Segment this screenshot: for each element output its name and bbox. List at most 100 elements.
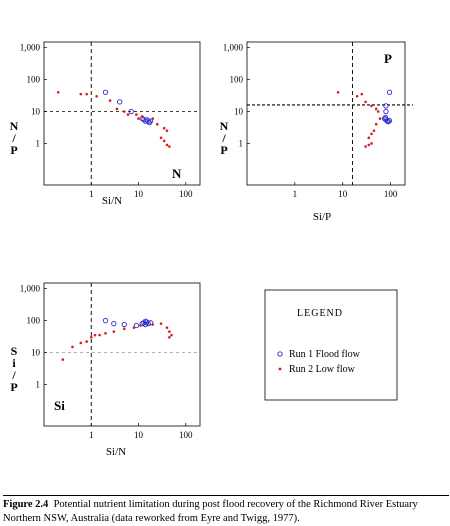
run2-point xyxy=(93,333,97,337)
legend: LEGEND Run 1 Flood flow Run 2 Low flow xyxy=(264,289,398,401)
run2-point xyxy=(364,100,367,104)
x-tick-label: 100 xyxy=(179,189,193,199)
run2-point xyxy=(370,104,373,108)
run2-point xyxy=(165,326,169,329)
legend-box xyxy=(264,289,398,401)
run1-point xyxy=(147,320,154,326)
caption-text: Potential nutrient limitation during pos… xyxy=(3,499,418,524)
run2-point xyxy=(132,326,136,329)
run1-point xyxy=(141,117,147,123)
y-axis-label: Si/P xyxy=(10,344,17,394)
run2-point xyxy=(372,129,376,133)
y-axis-label-char: S xyxy=(11,344,18,358)
y-tick-label: 1,000 xyxy=(20,43,41,53)
y-tick-label: 10 xyxy=(234,107,244,117)
run2-point xyxy=(159,322,163,325)
y-tick-label: 1 xyxy=(239,138,244,148)
legend-run2-label: Run 2 Low flow xyxy=(289,364,356,375)
run2-point xyxy=(151,117,155,120)
y-tick-label: 100 xyxy=(27,316,41,326)
x-axis-label: Si/N xyxy=(102,195,122,207)
x-axis-label: Si/N xyxy=(106,446,126,458)
caption-divider xyxy=(3,495,449,496)
run2-point xyxy=(104,331,107,335)
run2-point xyxy=(168,145,171,148)
run2-point xyxy=(370,132,373,136)
x-tick-label: 10 xyxy=(338,189,348,199)
run2-point xyxy=(168,335,171,339)
run2-point xyxy=(165,143,169,147)
run2-point xyxy=(89,335,93,339)
y-axis-label: N/P xyxy=(220,119,229,157)
y-axis-label-char: N xyxy=(220,119,229,133)
run2-point xyxy=(336,90,340,94)
run2-point xyxy=(115,107,119,111)
run2-point xyxy=(170,333,173,337)
run1-point xyxy=(117,99,123,105)
legend-run1-label: Run 1 Flood flow xyxy=(289,349,361,360)
y-tick-label: 100 xyxy=(230,75,244,85)
legend-run2-marker xyxy=(278,367,282,371)
run1-point xyxy=(102,89,109,95)
run1-point xyxy=(385,119,392,125)
panel-corner-label: N xyxy=(172,166,182,181)
run2-point xyxy=(162,139,166,143)
run2-point xyxy=(355,94,359,98)
panel-corner-label: P xyxy=(384,51,392,66)
y-axis-label-char: N xyxy=(10,119,19,133)
run2-point xyxy=(122,110,126,113)
run2-point xyxy=(95,94,98,98)
plot-frame xyxy=(246,41,406,186)
run2-point xyxy=(364,145,367,148)
run1-point xyxy=(382,114,389,121)
run1-point xyxy=(121,321,127,328)
run2-point xyxy=(122,327,126,331)
run1-point xyxy=(142,321,149,328)
y-tick-label: 10 xyxy=(31,348,41,358)
y-axis-label-char: / xyxy=(221,131,226,145)
run2-point xyxy=(79,341,83,345)
run2-point xyxy=(162,126,166,130)
run2-point xyxy=(374,107,378,111)
x-tick-label: 10 xyxy=(134,430,144,440)
run1-point xyxy=(102,317,109,324)
run2-point xyxy=(71,345,74,349)
y-axis-label-char: P xyxy=(220,143,227,157)
run2-point xyxy=(151,323,155,326)
run2-point xyxy=(140,115,144,118)
x-axis-label: Si/P xyxy=(313,211,331,223)
y-tick-label: 10 xyxy=(31,107,41,117)
run2-point xyxy=(56,90,60,94)
legend-title: LEGEND xyxy=(297,308,343,319)
run2-point xyxy=(159,136,163,140)
run2-point xyxy=(168,330,171,333)
run1-point xyxy=(145,321,151,327)
x-tick-label: 10 xyxy=(134,189,144,199)
run1-point xyxy=(386,117,393,124)
run2-point xyxy=(135,113,138,116)
run1-point xyxy=(133,322,140,329)
x-tick-label: 1 xyxy=(89,430,94,440)
run2-point xyxy=(137,117,140,120)
run2-point xyxy=(165,129,169,133)
x-tick-label: 1 xyxy=(293,189,298,199)
y-tick-label: 1 xyxy=(36,138,41,148)
run2-point xyxy=(374,122,378,126)
run2-point xyxy=(370,142,373,145)
run2-point xyxy=(376,110,380,113)
run2-point xyxy=(108,99,112,102)
run2-point xyxy=(98,333,101,337)
run2-point xyxy=(156,122,159,126)
run2-point xyxy=(85,340,88,343)
run2-point xyxy=(61,358,65,361)
run1-point xyxy=(383,103,389,109)
y-tick-label: 1,000 xyxy=(20,284,41,294)
run2-point xyxy=(126,113,130,116)
run1-point xyxy=(146,119,153,126)
run1-point xyxy=(383,108,389,115)
y-axis-label-char: P xyxy=(10,380,17,394)
